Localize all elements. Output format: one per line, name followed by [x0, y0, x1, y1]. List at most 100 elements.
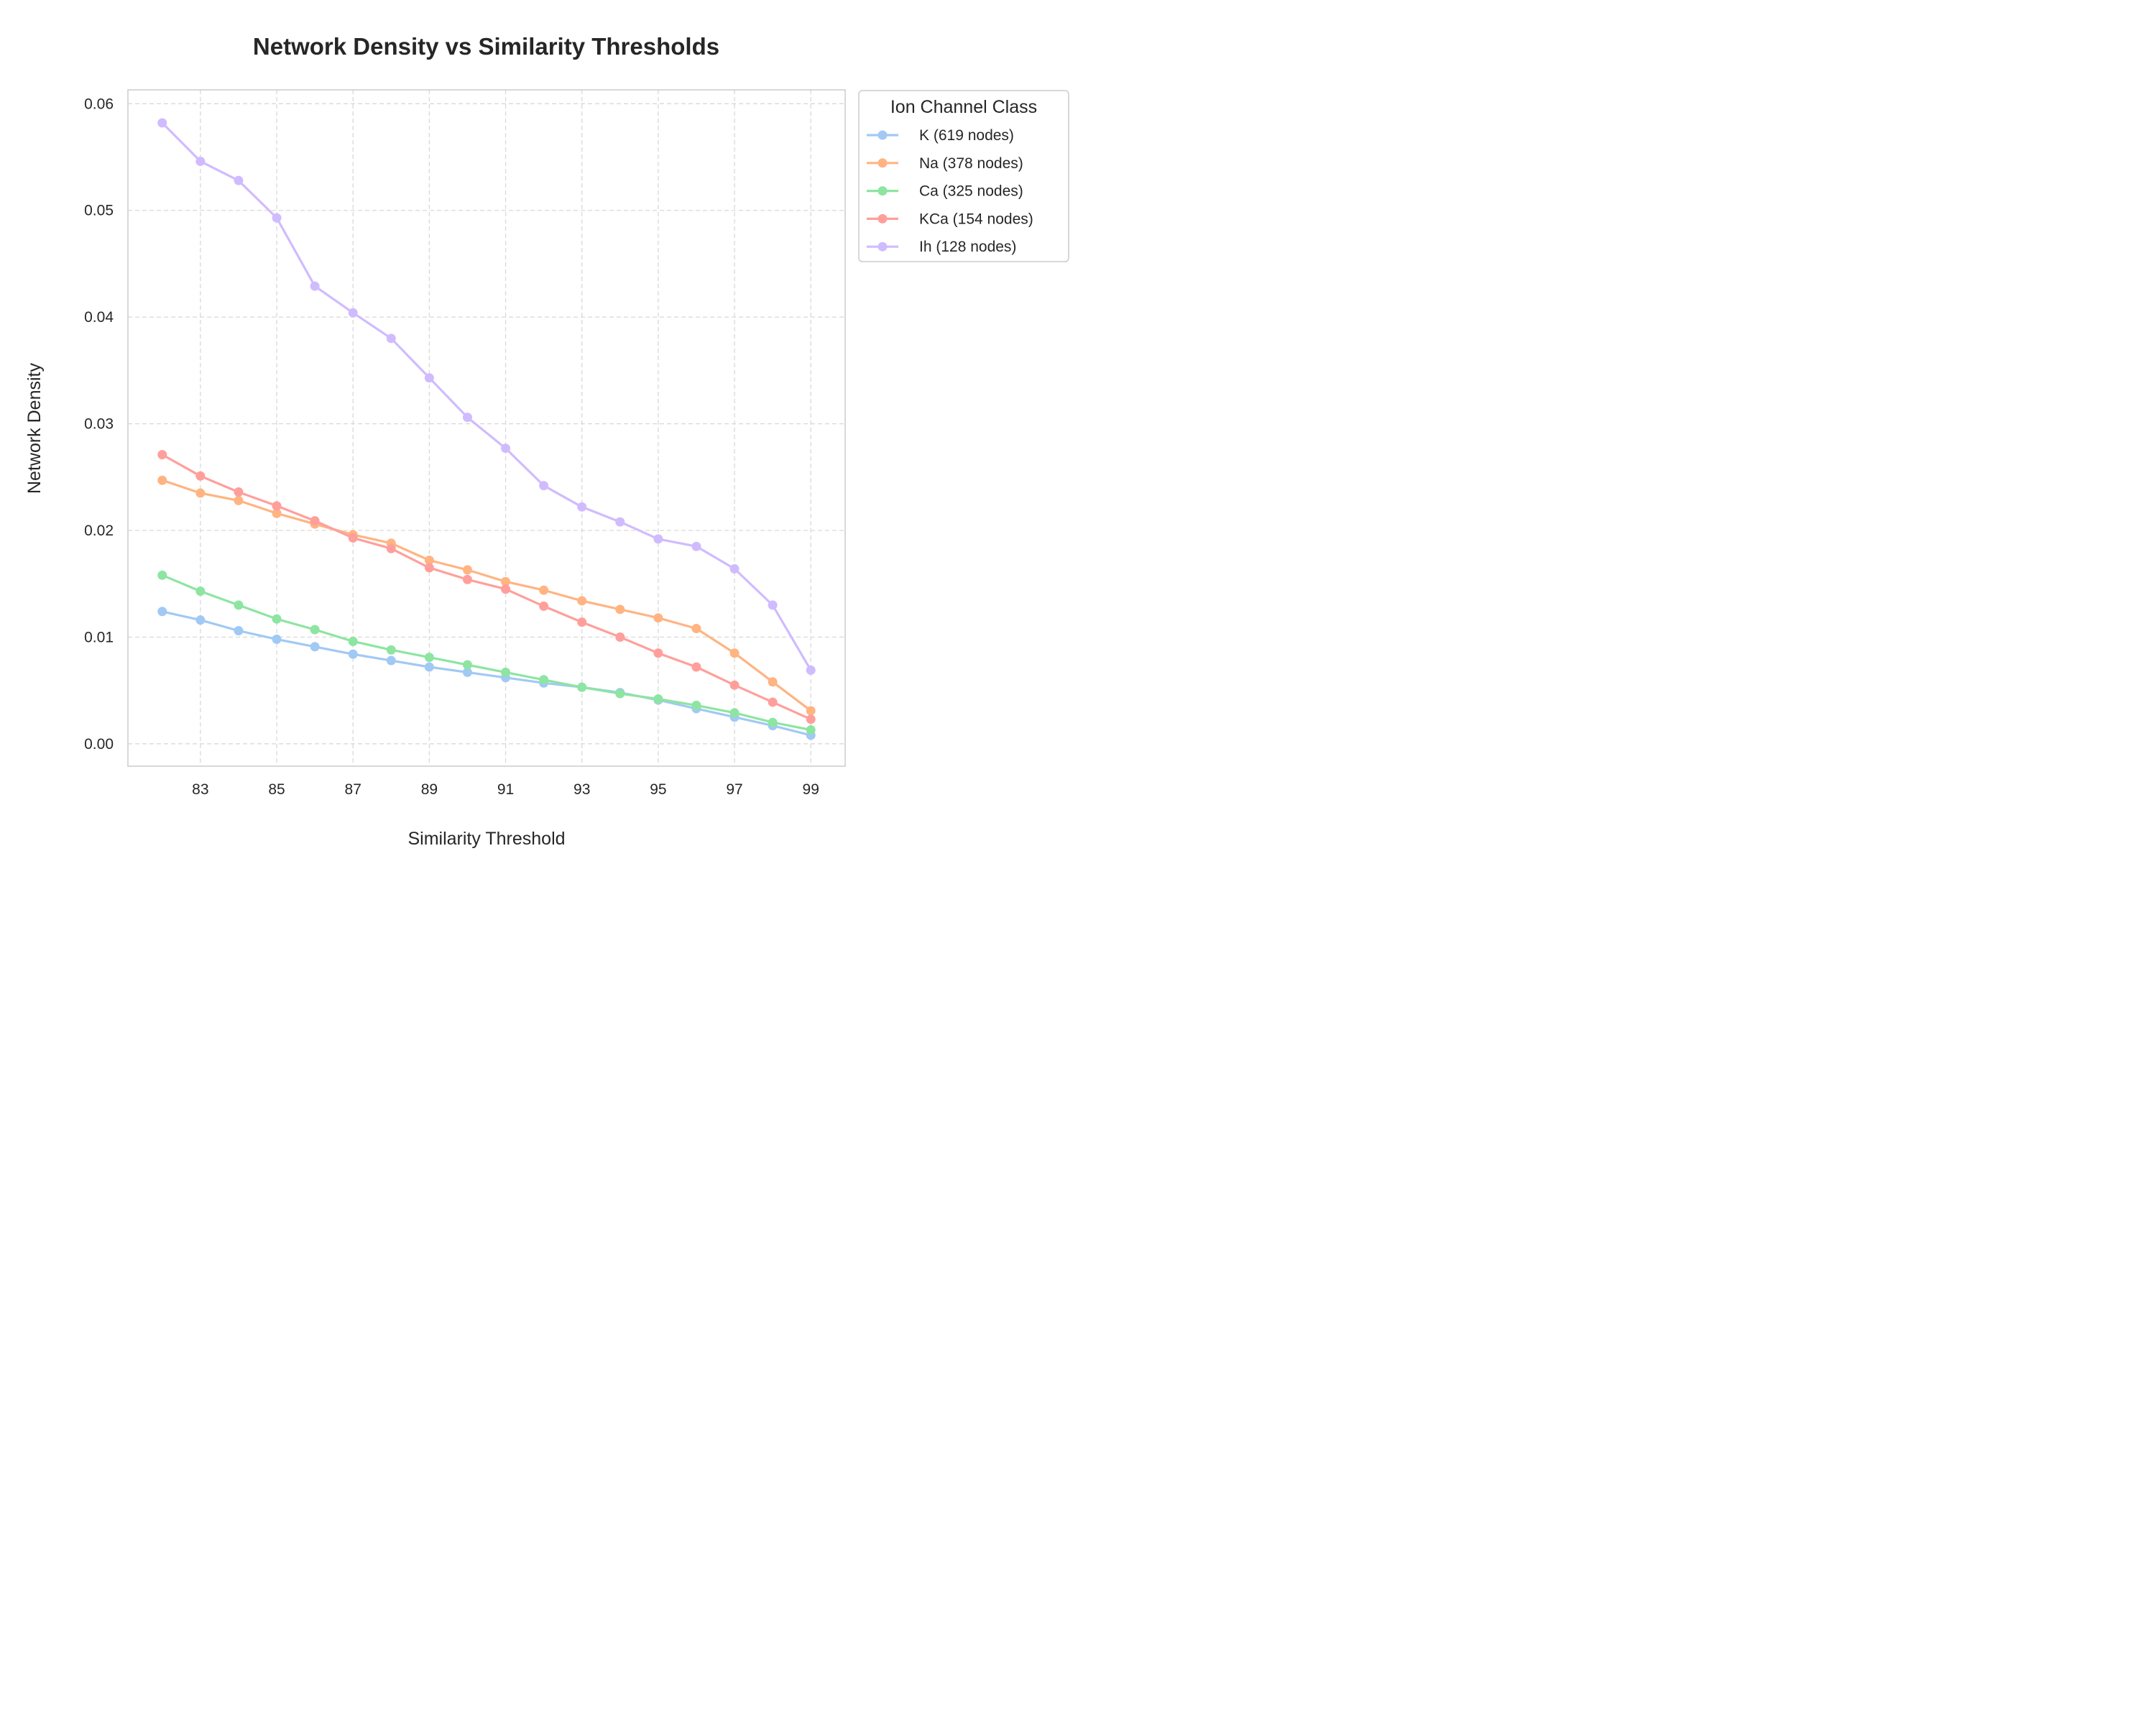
- legend-item: Na (378 nodes): [867, 155, 1023, 172]
- legend-item: Ca (325 nodes): [867, 183, 1023, 200]
- data-point: [691, 624, 701, 634]
- y-tick-label: 0.04: [84, 309, 114, 326]
- data-point: [653, 613, 663, 623]
- data-point: [195, 471, 206, 481]
- legend-item: K (619 nodes): [867, 127, 1014, 144]
- data-point: [806, 714, 816, 724]
- y-tick-label: 0.06: [84, 96, 114, 112]
- data-point: [234, 626, 244, 636]
- x-tick-label: 85: [268, 781, 285, 798]
- series-line: [162, 610, 811, 737]
- data-point: [462, 660, 472, 670]
- data-point: [272, 213, 282, 223]
- series-2: [157, 570, 816, 735]
- data-point: [806, 706, 816, 716]
- legend-swatch-marker: [877, 186, 888, 196]
- legend-item: KCa (154 nodes): [867, 211, 1033, 227]
- legend-item: Ih (128 nodes): [867, 239, 1016, 255]
- line-chart: 0.00 0.01 0.02 0.03 0.04 0.05 0.06 83 85 87 89 91 9…: [24, 89, 1069, 849]
- x-tick-label: 99: [803, 781, 819, 798]
- data-point: [462, 667, 472, 677]
- data-point: [386, 656, 396, 666]
- series-line: [162, 454, 811, 721]
- series-1: [157, 475, 816, 716]
- data-point: [424, 556, 434, 566]
- grid: [128, 90, 845, 766]
- series-line: [162, 479, 812, 712]
- data-point: [310, 281, 320, 291]
- data-point: [386, 645, 396, 655]
- data-point: [272, 634, 282, 644]
- data-point: [577, 596, 587, 606]
- data-point: [653, 694, 663, 704]
- data-point: [348, 533, 358, 543]
- legend-label: Na (378 nodes): [919, 155, 1023, 172]
- data-point: [806, 665, 816, 675]
- legend-frame: [858, 90, 1069, 262]
- data-point: [501, 576, 511, 586]
- data-point: [501, 667, 511, 677]
- data-point: [424, 563, 434, 573]
- x-tick-label: 97: [726, 781, 742, 798]
- data-point: [691, 541, 701, 551]
- data-point: [539, 481, 549, 491]
- data-point: [157, 570, 167, 580]
- data-point: [501, 443, 511, 454]
- chart-title: Network Density vs Similarity Thresholds: [252, 33, 720, 60]
- legend-swatch-marker: [877, 158, 888, 168]
- data-point: [234, 487, 244, 497]
- data-point: [768, 600, 778, 610]
- data-point: [729, 708, 740, 718]
- data-point: [234, 175, 244, 185]
- legend-swatch-marker: [877, 130, 888, 140]
- data-point: [462, 565, 472, 575]
- data-point: [157, 475, 167, 485]
- series-0: [157, 607, 816, 740]
- data-point: [310, 625, 320, 635]
- y-tick-label: 0.05: [84, 203, 114, 219]
- legend-label: KCa (154 nodes): [919, 211, 1033, 227]
- data-point: [195, 156, 206, 166]
- legend: Ion Channel Class K (619 nodes) Na (378 n…: [858, 90, 1069, 262]
- data-point: [577, 617, 587, 627]
- series-3: [157, 450, 816, 724]
- y-tick-label: 0.01: [84, 629, 114, 645]
- legend-swatch-marker: [877, 242, 888, 252]
- plot-frame: [127, 89, 846, 767]
- data-point: [615, 517, 625, 527]
- data-point: [691, 662, 701, 672]
- data-point: [310, 516, 320, 526]
- data-point: [615, 604, 625, 615]
- data-point: [272, 614, 282, 624]
- data-point: [768, 697, 778, 707]
- data-point: [615, 632, 625, 642]
- data-point: [729, 680, 740, 690]
- x-tick-label: 95: [650, 781, 666, 798]
- y-tick-label: 0.02: [84, 523, 114, 539]
- data-point: [272, 501, 282, 511]
- data-point: [348, 649, 358, 659]
- legend-label: Ih (128 nodes): [919, 239, 1016, 255]
- data-point: [577, 682, 587, 692]
- y-axis-title: Network Density: [24, 363, 45, 494]
- data-point: [234, 600, 244, 610]
- data-point: [729, 648, 740, 658]
- data-point: [195, 615, 206, 625]
- data-point: [691, 700, 701, 710]
- data-point: [272, 508, 282, 518]
- data-point: [806, 725, 816, 735]
- x-axis: 83 85 87 89 91 93 95 97 99: [192, 781, 819, 798]
- data-point: [195, 488, 206, 498]
- x-tick-label: 91: [497, 781, 514, 798]
- data-point: [195, 586, 206, 597]
- data-point: [653, 534, 663, 544]
- series-4: [157, 118, 816, 675]
- data-point: [157, 450, 167, 460]
- data-point: [234, 495, 244, 505]
- x-axis-title: Similarity Threshold: [407, 829, 565, 849]
- series-line: [161, 121, 812, 671]
- series-layer: [157, 118, 816, 740]
- legend-swatch-marker: [877, 213, 888, 224]
- data-point: [462, 574, 472, 584]
- legend-title: Ion Channel Class: [890, 97, 1037, 117]
